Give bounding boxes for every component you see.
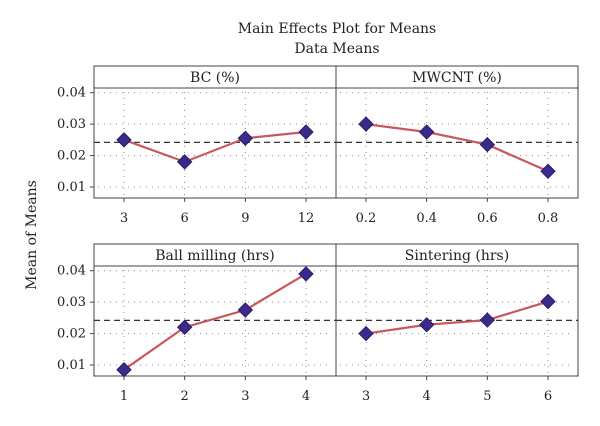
panel-title: BC (%) [190, 70, 240, 86]
x-tick-label: 0.4 [416, 211, 437, 226]
x-tick-label: 12 [298, 211, 315, 226]
panel-title: Sintering (hrs) [405, 248, 509, 264]
y-tick-label: 0.02 [57, 149, 86, 164]
panel-title: Ball milling (hrs) [155, 248, 274, 264]
panel-2: Ball milling (hrs) 1 2 3 4 0.01 0.02 0.03 0.04 [57, 243, 337, 404]
chart-title: Main Effects Plot for Means [238, 21, 437, 37]
x-tick-label: 5 [483, 389, 491, 404]
x-tick-label: 0.6 [477, 211, 498, 226]
panel-0: BC (%) 3 6 9 12 0.01 0.02 0.03 0.04 [57, 65, 337, 226]
chart-subtitle: Data Means [294, 41, 379, 57]
x-tick-label: 6 [181, 211, 189, 226]
x-tick-label: 4 [423, 389, 431, 404]
data-point-marker [298, 124, 314, 140]
data-point-marker [479, 136, 496, 153]
y-tick-label: 0.03 [57, 117, 86, 132]
y-tick-label: 0.01 [57, 180, 86, 195]
data-point-marker [116, 362, 132, 378]
x-tick-label: 9 [241, 211, 249, 226]
data-point-marker [237, 302, 254, 318]
series-line [365, 123, 549, 173]
y-axis-label: Mean of Means [24, 180, 40, 290]
data-point-marker [358, 116, 374, 132]
x-tick-label: 0.8 [538, 211, 559, 226]
x-tick-label: 3 [362, 389, 370, 404]
x-tick-label: 1 [120, 389, 128, 404]
x-tick-label: 0.2 [356, 211, 377, 226]
data-point-marker [237, 130, 254, 146]
y-tick-label: 0.01 [57, 358, 86, 373]
series-line [123, 130, 307, 164]
x-tick-label: 4 [302, 389, 310, 404]
data-point-marker [176, 154, 193, 170]
data-point-marker [418, 124, 435, 140]
data-point-marker [176, 319, 193, 335]
x-tick-label: 6 [544, 389, 552, 404]
data-point-marker [116, 132, 132, 148]
data-point-marker [358, 325, 374, 342]
y-tick-label: 0.04 [57, 86, 86, 101]
y-tick-label: 0.02 [57, 327, 86, 342]
y-tick-label: 0.04 [57, 264, 86, 279]
series-line [123, 272, 307, 371]
data-point-marker [418, 317, 435, 333]
panel-title: MWCNT (%) [412, 70, 502, 86]
x-tick-label: 3 [241, 389, 249, 404]
data-point-marker [479, 312, 496, 328]
series-line [365, 300, 549, 335]
panel-frame [335, 65, 579, 199]
data-point-marker [298, 266, 314, 282]
panel-3: Sintering (hrs) 3 4 5 6 [335, 243, 579, 404]
panel-1: MWCNT (%) 0.2 0.4 0.6 0.8 [335, 65, 579, 226]
data-point-marker [540, 293, 556, 310]
panel-frame [335, 243, 579, 377]
x-tick-label: 3 [120, 211, 128, 226]
data-point-marker [540, 163, 556, 179]
x-tick-label: 2 [181, 389, 189, 404]
y-tick-label: 0.03 [57, 295, 86, 310]
